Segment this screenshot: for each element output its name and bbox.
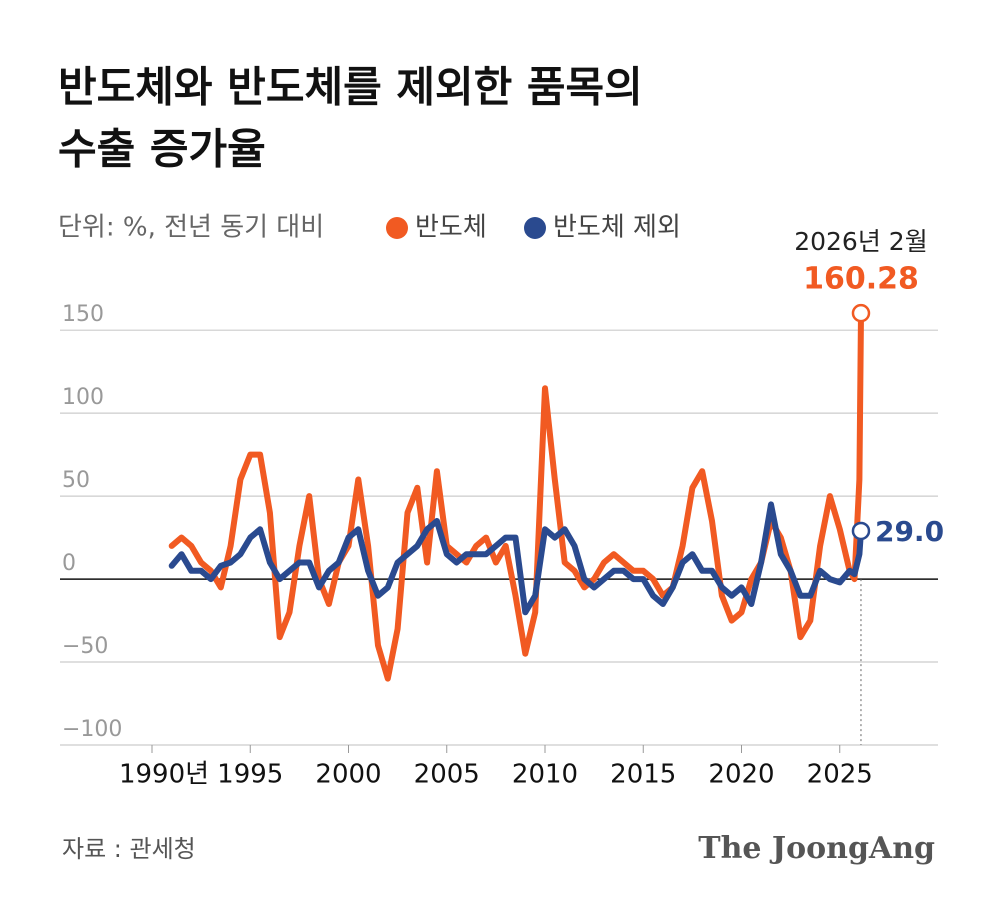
x-tick-label: 2005 [414, 760, 480, 790]
y-tick-label: −100 [62, 717, 122, 742]
logo: The JoongAng [698, 831, 935, 866]
chart-title: 수출 증가율 [58, 125, 266, 174]
series-line [168, 501, 864, 616]
data-label: 29.0 [875, 515, 944, 548]
legend-label: 반도체 제외 [553, 213, 681, 243]
chart-title: 반도체와 반도체를 제외한 품목의 [58, 63, 643, 112]
x-tick-label: 2020 [708, 760, 774, 790]
subtitle: 단위: %, 전년 동기 대비 [58, 213, 324, 243]
callout-date: 2026년 2월 [794, 227, 927, 256]
x-tick-label: 2015 [610, 760, 676, 790]
x-tick-label: 2000 [315, 760, 381, 790]
y-tick-label: 0 [62, 551, 76, 576]
y-tick-label: 50 [62, 468, 90, 493]
x-tick-label: 2010 [512, 760, 578, 790]
legend-marker [386, 217, 408, 239]
end-marker [851, 303, 871, 323]
legend-label: 반도체 [415, 213, 487, 243]
x-tick-label: 1995 [217, 760, 283, 790]
y-tick-label: −50 [62, 634, 108, 659]
source: 자료 : 관세청 [62, 835, 196, 863]
y-tick-label: 100 [62, 385, 104, 410]
end-marker [851, 521, 871, 541]
x-tick-label: 2025 [807, 760, 873, 790]
legend-marker [524, 217, 546, 239]
data-label: 160.28 [803, 262, 919, 297]
y-tick-label: 150 [62, 302, 104, 327]
x-tick-label: 1990년 [119, 760, 209, 790]
